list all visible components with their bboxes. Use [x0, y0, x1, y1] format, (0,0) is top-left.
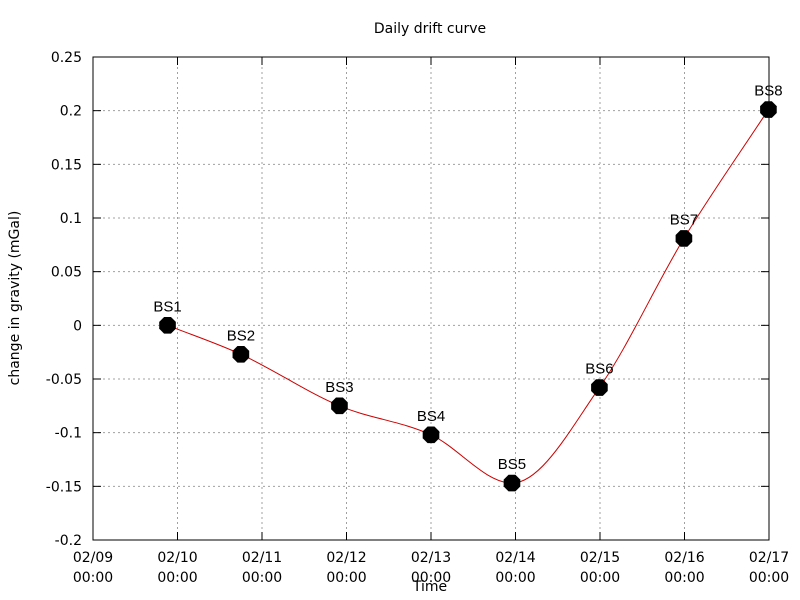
- x-tick-labels: 02/09 00:00 02/10 00:00 02/11 00:00 02/12 00:00…: [73, 550, 789, 586]
- x-tick-date: 02/15: [580, 550, 620, 566]
- y-tick-label: 0.15: [51, 157, 82, 173]
- y-tick-label: -0.15: [46, 479, 82, 495]
- data-point-bs2: [232, 346, 250, 363]
- x-tick-time: 00:00: [242, 570, 282, 586]
- x-tick-date: 02/17: [749, 550, 789, 566]
- data-point-bs3: [331, 397, 348, 415]
- point-label-bs4: BS4: [417, 408, 445, 425]
- x-tick-time: 00:00: [411, 570, 451, 586]
- x-tick-time: 00:00: [495, 570, 535, 586]
- chart-title: Daily drift curve: [374, 21, 486, 37]
- data-point-bs7: [675, 230, 693, 247]
- x-tick-time: 00:00: [73, 570, 113, 586]
- y-axis-label: change in gravity (mGal): [7, 211, 23, 386]
- y-tick-labels: -0.2 -0.15 -0.1 -0.05 0 0.05 0.1 0.15 0.2 0.25: [46, 50, 82, 549]
- x-tick-date: 02/09: [73, 550, 113, 566]
- point-label-bs1: BS1: [153, 298, 181, 315]
- point-label-bs7: BS7: [670, 211, 698, 228]
- grid: [93, 57, 769, 540]
- data-point-bs4: [422, 426, 440, 444]
- x-tick-time: 00:00: [664, 570, 704, 586]
- x-tick-date: 02/10: [157, 550, 197, 566]
- x-tick-date: 02/13: [411, 550, 451, 566]
- x-tick-date: 02/16: [664, 550, 704, 566]
- data-point-bs1: [159, 317, 176, 334]
- data-point-bs6: [591, 379, 608, 396]
- point-label-bs8: BS8: [754, 83, 782, 100]
- x-tick-date: 02/14: [495, 550, 535, 566]
- x-axis-label: Time: [412, 579, 447, 595]
- x-tick-time: 00:00: [749, 570, 789, 586]
- data-markers: [159, 101, 777, 492]
- point-label-bs3: BS3: [325, 379, 353, 396]
- data-point-bs8: [760, 101, 777, 118]
- axis-ticks: [92, 56, 770, 541]
- data-point-bs5: [503, 474, 521, 492]
- y-tick-label: -0.2: [55, 533, 82, 549]
- y-tick-label: 0.25: [51, 50, 82, 66]
- y-tick-label: -0.1: [55, 426, 82, 442]
- x-tick-time: 00:00: [580, 570, 620, 586]
- x-tick-date: 02/11: [242, 550, 282, 566]
- drift-line: [167, 109, 769, 484]
- y-tick-label: 0.05: [51, 265, 82, 281]
- point-label-bs2: BS2: [227, 327, 255, 344]
- point-label-bs5: BS5: [498, 456, 526, 473]
- y-tick-label: -0.05: [46, 372, 82, 388]
- x-tick-date: 02/12: [326, 550, 366, 566]
- point-labels: BS1 BS2 BS3 BS4 BS5 BS6 BS7 BS8: [153, 83, 782, 474]
- x-tick-time: 00:00: [157, 570, 197, 586]
- x-tick-time: 00:00: [326, 570, 366, 586]
- y-tick-label: 0.2: [60, 104, 82, 120]
- point-label-bs6: BS6: [585, 361, 613, 378]
- y-tick-label: 0: [73, 318, 82, 334]
- y-tick-label: 0.1: [60, 211, 82, 227]
